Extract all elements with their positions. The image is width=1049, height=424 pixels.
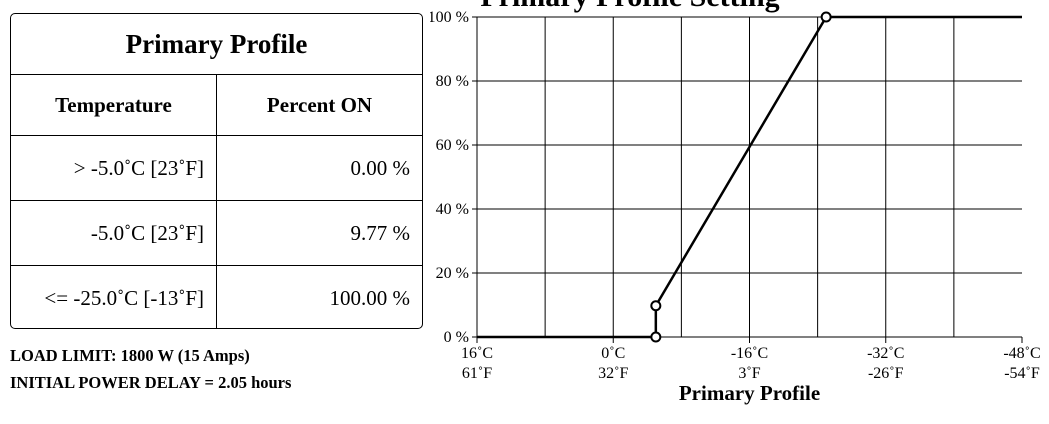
temperature-cell: > -5.0˚C [23˚F]	[11, 135, 217, 201]
data-point-marker	[820, 11, 832, 23]
x-axis-label: Primary Profile	[679, 381, 820, 405]
profile-chart: 0 % 20 % 40 % 60 % 80 % 100 % 16˚C 61˚F 0˚C 32˚F -…	[430, 9, 1041, 405]
percent-cell: 0.00 %	[216, 135, 422, 201]
load-limit-note: LOAD LIMIT: 1800 W (15 Amps)	[10, 346, 250, 365]
x-tick-label-fahrenheit: 32˚F	[598, 365, 628, 382]
x-tick-label-fahrenheit: -54˚F	[1004, 365, 1040, 382]
percent-cell: 9.77 %	[216, 200, 422, 266]
temperature-cell: <= -25.0˚C [-13˚F]	[11, 265, 217, 328]
x-tick-label-fahrenheit: 3˚F	[738, 365, 760, 382]
data-point-marker	[650, 331, 662, 343]
y-tick-label: 20 %	[436, 265, 469, 282]
x-tick-label-celsius: -16˚C	[731, 345, 768, 362]
profile-table: Primary Profile Temperature Percent ON >…	[10, 13, 423, 329]
x-tick-label-fahrenheit: 61˚F	[462, 365, 492, 382]
x-tick-label-celsius: -48˚C	[1003, 345, 1040, 362]
table-row: -5.0˚C [23˚F] 9.77 %	[11, 200, 422, 266]
table-title: Primary Profile	[11, 14, 422, 75]
x-tick-label-celsius: 0˚C	[601, 345, 625, 362]
x-tick-label-fahrenheit: -26˚F	[868, 365, 904, 382]
header-percent-on: Percent ON	[216, 74, 422, 136]
data-point-marker	[650, 300, 662, 312]
percent-cell: 100.00 %	[216, 265, 422, 328]
page-title: Primary Profile Setting	[430, 0, 830, 14]
initial-delay-note: INITIAL POWER DELAY = 2.05 hours	[10, 373, 292, 392]
x-tick-label-celsius: 16˚C	[461, 345, 493, 362]
y-tick-label: 60 %	[436, 137, 469, 154]
y-tick-label: 100 %	[430, 9, 469, 26]
table-row: <= -25.0˚C [-13˚F] 100.00 %	[11, 265, 422, 328]
y-tick-label: 40 %	[436, 201, 469, 218]
y-tick-label: 0 %	[444, 329, 469, 346]
temperature-cell: -5.0˚C [23˚F]	[11, 200, 217, 266]
y-tick-label: 80 %	[436, 73, 469, 90]
header-temperature: Temperature	[11, 74, 217, 136]
x-tick-label-celsius: -32˚C	[867, 345, 904, 362]
table-row: > -5.0˚C [23˚F] 0.00 %	[11, 135, 422, 201]
